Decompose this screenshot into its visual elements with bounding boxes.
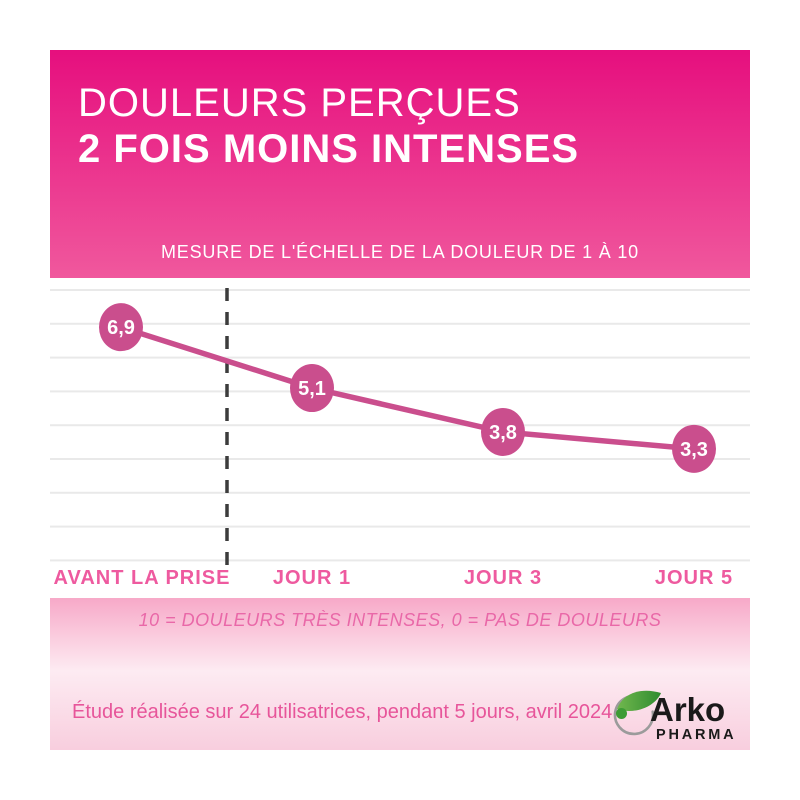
logo-brand-text: Arko bbox=[650, 691, 725, 728]
x-axis-label: AVANT LA PRISE bbox=[54, 567, 231, 589]
chart-subtitle: MESURE DE L'ÉCHELLE DE LA DOULEUR DE 1 À… bbox=[161, 242, 639, 262]
logo-leaf-icon bbox=[617, 690, 661, 712]
scale-legend-note: 10 = DOULEURS TRÈS INTENSES, 0 = PAS DE … bbox=[138, 610, 662, 630]
logo-pharma-text: PHARMA bbox=[656, 727, 736, 743]
trend-line bbox=[118, 324, 697, 452]
infographic-poster: DOULEURS PERÇUES 2 FOIS MOINS INTENSES M… bbox=[50, 50, 750, 750]
data-point-value: 3,3 bbox=[680, 439, 708, 461]
chart-canvas: 6,9 5,1 3,8 3,3 AVANT LA PRISE JOUR 1 JOUR 3 JO… bbox=[50, 288, 750, 589]
data-point bbox=[672, 424, 716, 473]
data-point-value: 3,8 bbox=[489, 422, 517, 444]
x-axis-label: JOUR 3 bbox=[464, 567, 542, 589]
study-footnote: Étude réalisée sur 24 utilisatrices, pen… bbox=[72, 701, 618, 723]
x-axis-label: JOUR 1 bbox=[273, 567, 351, 589]
pain-line-chart: 6,9 5,1 3,8 3,3 AVANT LA PRISE JOUR 1 JOUR 3 JO… bbox=[50, 278, 750, 598]
data-point bbox=[99, 303, 143, 352]
page-title-line2: 2 FOIS MOINS INTENSES bbox=[78, 127, 580, 171]
x-axis-label: JOUR 5 bbox=[655, 567, 733, 589]
data-point bbox=[290, 364, 334, 413]
page-title: DOULEURS PERÇUES 2 FOIS MOINS INTENSES bbox=[78, 80, 579, 172]
header-banner: DOULEURS PERÇUES 2 FOIS MOINS INTENSES M… bbox=[50, 50, 750, 278]
data-point-value: 5,1 bbox=[298, 378, 326, 400]
arkopharma-logo: Arko PHARMA bbox=[613, 690, 736, 743]
page-title-line1: DOULEURS PERÇUES bbox=[78, 81, 521, 125]
logo-dot-icon bbox=[616, 708, 627, 719]
data-point-value: 6,9 bbox=[107, 317, 135, 339]
footer-section: 10 = DOULEURS TRÈS INTENSES, 0 = PAS DE … bbox=[50, 598, 750, 750]
data-point bbox=[481, 407, 525, 456]
